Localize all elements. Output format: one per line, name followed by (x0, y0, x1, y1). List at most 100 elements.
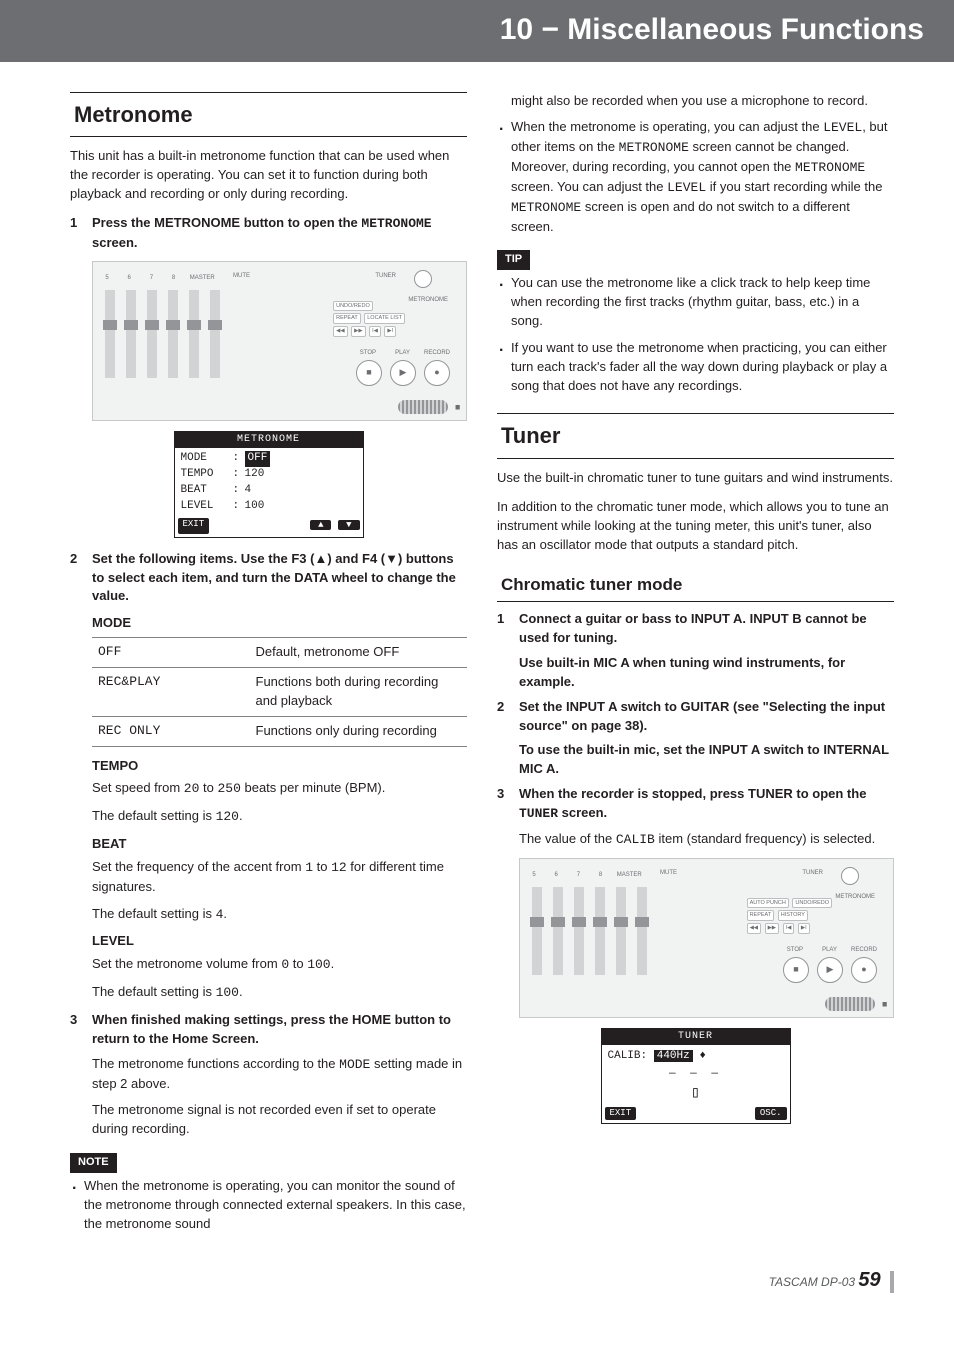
lcd-key: TEMPO (181, 467, 233, 483)
lcd-val: 120 (245, 467, 265, 483)
play-button: ▶ (817, 957, 843, 983)
track-num: 6 (123, 274, 135, 283)
label: RECORD (424, 349, 450, 358)
fader (637, 887, 647, 975)
lcd-row: MODE:OFF (181, 451, 357, 467)
step-1-text: Press the METRONOME button to open the M… (92, 214, 467, 253)
knob (414, 270, 448, 294)
btn-label: ▶I (384, 326, 396, 337)
btn-label: AUTO PUNCH (747, 898, 789, 909)
tempo-label: TEMPO (92, 757, 467, 776)
fader (616, 887, 626, 975)
lcd-title: TUNER (602, 1029, 790, 1046)
record-button: ● (424, 360, 450, 386)
small-buttons: AUTO PUNCH UNDO/REDO REPEAT HISTORY ◀◀ ▶… (746, 897, 833, 935)
track-num: 8 (595, 871, 607, 880)
step3-p1: The metronome functions according to the… (92, 1055, 467, 1094)
label: METRONOME (835, 893, 875, 902)
lcd-metronome-wrap: METRONOME MODE:OFF TEMPO:120 BEAT:4 LEVE… (70, 431, 467, 538)
knob (841, 867, 875, 891)
stop-button: ■ (783, 957, 809, 983)
fader (574, 887, 584, 975)
fader (147, 290, 157, 378)
ch-step2-body: Set the INPUT A switch to GUITAR (see "S… (519, 698, 894, 779)
chapter-header: 10 − Miscellaneous Functions (0, 0, 954, 62)
mode-table: OFFDefault, metronome OFF REC&PLAYFuncti… (92, 637, 467, 746)
small-buttons: UNDO/REDO REPEAT LOCATE LIST ◀◀ ▶▶ I◀ ▶I (332, 300, 406, 338)
step-3-text: When finished making settings, press the… (92, 1011, 467, 1049)
fader (532, 887, 542, 975)
mode-key: REC ONLY (92, 716, 250, 746)
mode-key: OFF (92, 638, 250, 668)
ch-step-1: 1 Connect a guitar or bass to INPUT A. I… (497, 610, 894, 691)
mode-val: Functions both during recording and play… (250, 668, 468, 717)
play-button: ▶ (390, 360, 416, 386)
lcd-exit-btn: EXIT (178, 518, 210, 534)
tip-list: You can use the metronome like a click t… (497, 274, 894, 395)
two-column-layout: Metronome This unit has a built-in metro… (0, 92, 954, 1242)
btn-label: UNDO/REDO (333, 301, 373, 312)
ch-step3-text: When the recorder is stopped, press TUNE… (519, 785, 894, 824)
fader (553, 887, 563, 975)
tip-bullet-1: You can use the metronome like a click t… (497, 274, 894, 331)
tempo-line1: Set speed from 20 to 250 beats per minut… (92, 779, 467, 799)
step3-p2: The metronome signal is not recorded eve… (92, 1101, 467, 1139)
tuner-p1: Use the built-in chromatic tuner to tune… (497, 469, 894, 488)
lcd-osc-btn: OSC. (755, 1107, 787, 1120)
track-num: 7 (145, 274, 157, 283)
btn-label: LOCATE LIST (364, 313, 405, 324)
lcd-row: LEVEL:100 (181, 499, 357, 515)
btn-label: HISTORY (778, 910, 808, 921)
ch-step1b: Use built-in MIC A when tuning wind inst… (519, 654, 894, 692)
fader (210, 290, 220, 378)
ch-step-2: 2 Set the INPUT A switch to GUITAR (see … (497, 698, 894, 779)
btn-label: ◀◀ (333, 326, 347, 337)
mode-val: Default, metronome OFF (250, 638, 468, 668)
table-row: OFFDefault, metronome OFF (92, 638, 467, 668)
left-column: Metronome This unit has a built-in metro… (70, 92, 467, 1242)
fader (105, 290, 115, 378)
btn-label: ◀◀ (747, 923, 761, 934)
track-num: 5 (528, 871, 540, 880)
tuner-p2: In addition to the chromatic tuner mode,… (497, 498, 894, 555)
chromatic-heading: Chromatic tuner mode (497, 569, 894, 603)
stop-button: ■ (356, 360, 382, 386)
level-line2: The default setting is 100. (92, 983, 467, 1003)
page-footer: TASCAM DP-03 59 (0, 1242, 954, 1309)
level-label: LEVEL (92, 932, 467, 951)
track-num: MASTER (617, 871, 629, 880)
table-row: REC&PLAYFunctions both during recording … (92, 668, 467, 717)
step-number: 3 (70, 1011, 92, 1049)
lcd-needle-icon: ▯ (608, 1085, 784, 1101)
metronome-heading: Metronome (70, 92, 467, 138)
cont-bullets: When the metronome is operating, you can… (497, 118, 894, 236)
lcd-row: BEAT:4 (181, 483, 357, 499)
tip-bullet-2: If you want to use the metronome when pr… (497, 339, 894, 396)
lcd-tuner: TUNER CALIB: 440Hz ♦ — — — ▯ EXIT OSC. (601, 1028, 791, 1124)
label: MUTE (660, 869, 677, 878)
lcd-calib-label: CALIB: (608, 1050, 648, 1062)
label: RECORD (851, 946, 877, 955)
level-line1: Set the metronome volume from 0 to 100. (92, 955, 467, 975)
mono-text: METRONOME (361, 216, 431, 231)
page-number: 59 (858, 1269, 880, 1291)
cont-bullet-2: When the metronome is operating, you can… (497, 118, 894, 236)
lcd-calib-row: CALIB: 440Hz ♦ (608, 1049, 784, 1065)
step-number: 2 (497, 698, 519, 779)
tempo-line2: The default setting is 120. (92, 807, 467, 827)
ch-step3-p: The value of the CALIB item (standard fr… (519, 830, 894, 850)
tip-tag: TIP (497, 250, 530, 270)
data-wheel (398, 400, 448, 414)
transport-row: ■ ▶ ● (356, 360, 450, 386)
lcd-row: TEMPO:120 (181, 467, 357, 483)
track-num: 6 (550, 871, 562, 880)
label: STOP (360, 349, 376, 358)
step-number: 1 (70, 214, 92, 253)
step-1: 1 Press the METRONOME button to open the… (70, 214, 467, 253)
device-illustration-tuner: 5 6 7 8 MASTER AUTO PUNCH UNDO/REDO REPE… (519, 858, 894, 1018)
note-bullet: When the metronome is operating, you can… (70, 1177, 467, 1234)
device-illustration-metronome: 5 6 7 8 MASTER UNDO/REDO REPEAT LOCATE L… (92, 261, 467, 421)
btn-label: I◀ (369, 326, 381, 337)
label: TUNER (802, 869, 823, 878)
fader (168, 290, 178, 378)
